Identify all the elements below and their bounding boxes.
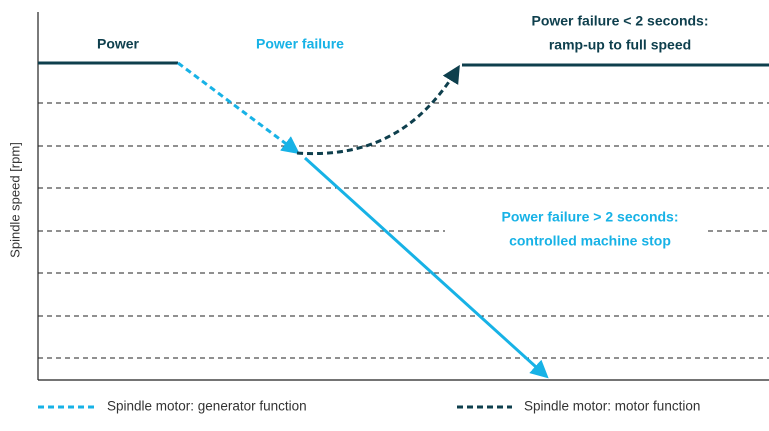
short-failure-label: Power failure < 2 seconds:	[531, 13, 708, 29]
long-failure-label: controlled machine stop	[509, 233, 671, 249]
failure-label: Power failure	[256, 36, 344, 52]
power-label: Power	[97, 36, 140, 52]
legend-entry: Spindle motor: motor function	[524, 399, 700, 414]
short-failure-label: ramp-up to full speed	[549, 37, 691, 53]
stop-path	[303, 156, 549, 379]
generator-path	[177, 61, 300, 155]
long-failure-label: Power failure > 2 seconds:	[501, 209, 678, 225]
rampup-path	[296, 64, 460, 156]
grid	[38, 102, 769, 359]
legend-entry: Spindle motor: generator function	[107, 399, 307, 414]
y-axis-label: Spindle speed [rpm]	[7, 142, 22, 258]
